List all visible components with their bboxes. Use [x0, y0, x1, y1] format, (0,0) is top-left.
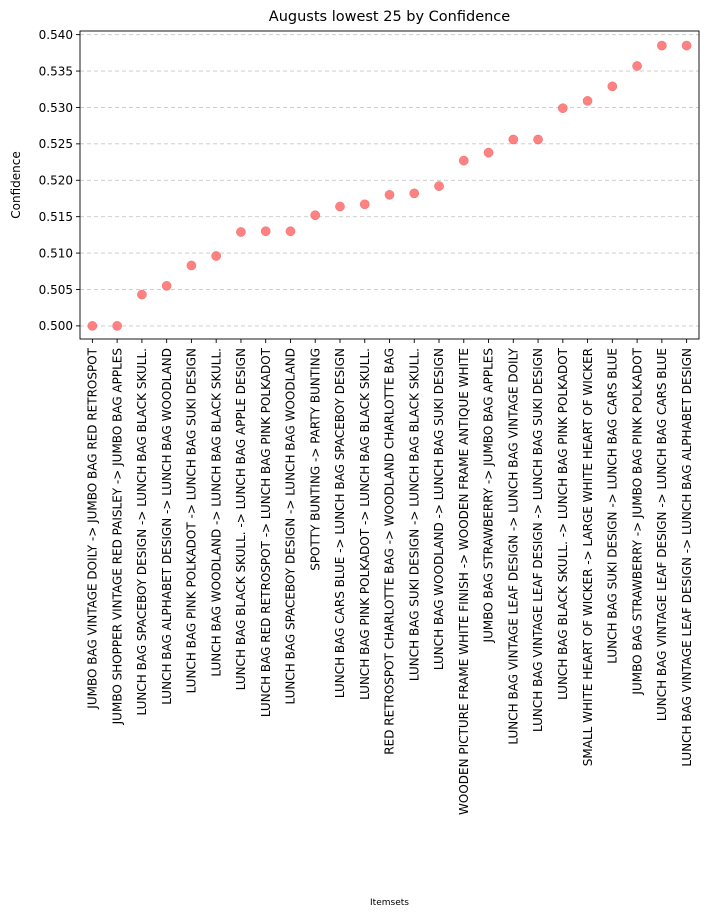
data-point	[508, 134, 519, 145]
data-point	[260, 226, 271, 237]
x-tick-label: LUNCH BAG WOODLAND -> LUNCH BAG SUKI DES…	[432, 348, 446, 670]
y-tick-label: 0.500	[39, 319, 73, 333]
data-point	[186, 260, 197, 271]
y-tick-label: 0.535	[39, 64, 73, 78]
x-axis-label: Itemsets	[370, 898, 409, 908]
x-tick-label: LUNCH BAG SPACEBOY DESIGN -> LUNCH BAG W…	[284, 348, 298, 704]
x-tick-label: RED RETROSPOT CHARLOTTE BAG -> WOODLAND …	[383, 348, 397, 755]
chart-title: Augusts lowest 25 by Confidence	[269, 9, 510, 25]
data-point	[607, 81, 618, 92]
y-tick-label: 0.525	[39, 137, 73, 151]
x-tick-label: JUMBO SHOPPER VINTAGE RED PAISLEY -> JUM…	[110, 348, 124, 725]
x-tick-label: LUNCH BAG VINTAGE LEAF DESIGN -> LUNCH B…	[507, 347, 521, 744]
y-tick-label: 0.515	[39, 210, 73, 224]
data-point	[211, 251, 222, 261]
x-tick-label: LUNCH BAG VINTAGE LEAF DESIGN -> LUNCH B…	[655, 348, 669, 721]
y-tick-label: 0.505	[39, 283, 73, 297]
y-tick-label: 0.530	[39, 101, 73, 115]
x-tick-label: LUNCH BAG SPACEBOY DESIGN -> LUNCH BAG B…	[135, 348, 149, 715]
x-tick-label: LUNCH BAG SUKI DESIGN -> LUNCH BAG CARS …	[606, 348, 620, 664]
data-point	[582, 96, 593, 106]
x-tick-label: LUNCH BAG BLACK SKULL. -> LUNCH BAG APPL…	[234, 348, 248, 690]
data-point	[335, 201, 345, 212]
data-point	[483, 147, 494, 158]
x-tick-label: LUNCH BAG VINTAGE LEAF DESIGN -> LUNCH B…	[680, 348, 694, 767]
data-point	[236, 227, 246, 237]
x-axis: JUMBO BAG VINTAGE DOILY -> JUMBO BAG RED…	[86, 339, 694, 815]
y-tick-label: 0.510	[39, 246, 73, 260]
data-point	[434, 181, 444, 191]
data-point	[384, 189, 395, 200]
x-tick-label: SPOTTY BUNTING -> PARTY BUNTING	[308, 348, 322, 571]
x-tick-label: LUNCH BAG BLACK SKULL. -> LUNCH BAG PINK…	[556, 347, 570, 700]
x-tick-label: LUNCH BAG VINTAGE LEAF DESIGN -> LUNCH B…	[531, 348, 545, 732]
data-point	[359, 199, 370, 210]
data-point	[409, 188, 420, 199]
grid-lines	[80, 34, 699, 327]
x-tick-label: JUMBO BAG VINTAGE DOILY -> JUMBO BAG RED…	[86, 347, 100, 709]
x-tick-label: JUMBO BAG STRAWBERRY -> JUMBO BAG PINK P…	[630, 347, 644, 695]
x-tick-label: WOODEN PICTURE FRAME WHITE FINISH -> WOO…	[457, 348, 471, 815]
data-point	[458, 155, 469, 166]
data-point	[657, 40, 667, 51]
data-point	[112, 321, 122, 331]
y-tick-label: 0.540	[39, 28, 73, 42]
x-tick-label: LUNCH BAG CARS BLUE -> LUNCH BAG SPACEBO…	[333, 348, 347, 698]
x-tick-label: JUMBO BAG STRAWBERRY -> JUMBO BAG APPLES	[482, 348, 496, 643]
data-point	[310, 210, 321, 221]
y-tick-label: 0.520	[39, 174, 73, 188]
data-point	[285, 226, 296, 237]
data-point	[161, 280, 172, 291]
x-tick-label: LUNCH BAG PINK POLKADOT -> LUNCH BAG BLA…	[358, 348, 372, 700]
data-points	[87, 40, 692, 331]
data-point	[681, 40, 692, 51]
y-axis-label: Confidence	[9, 151, 23, 218]
x-tick-label: LUNCH BAG PINK POLKADOT -> LUNCH BAG SUK…	[185, 348, 199, 693]
data-point	[87, 321, 98, 331]
x-tick-label: LUNCH BAG RED RETROSPOT -> LUNCH BAG PIN…	[259, 347, 273, 717]
x-tick-label: LUNCH BAG WOODLAND -> LUNCH BAG BLACK SK…	[209, 348, 223, 677]
data-point	[632, 61, 642, 71]
x-tick-label: SMALL WHITE HEART OF WICKER -> LARGE WHI…	[581, 348, 595, 766]
x-tick-label: LUNCH BAG SUKI DESIGN -> LUNCH BAG BLACK…	[407, 348, 421, 681]
data-point	[533, 134, 543, 145]
plot-frame	[79, 30, 700, 340]
y-axis: 0.500 0.505 0.510 0.515 0.520 0.525 0.530 0.535…	[39, 28, 80, 333]
x-tick-label: LUNCH BAG ALPHABET DESIGN -> LUNCH BAG W…	[160, 348, 174, 705]
data-point	[137, 289, 147, 300]
data-point	[557, 103, 568, 114]
